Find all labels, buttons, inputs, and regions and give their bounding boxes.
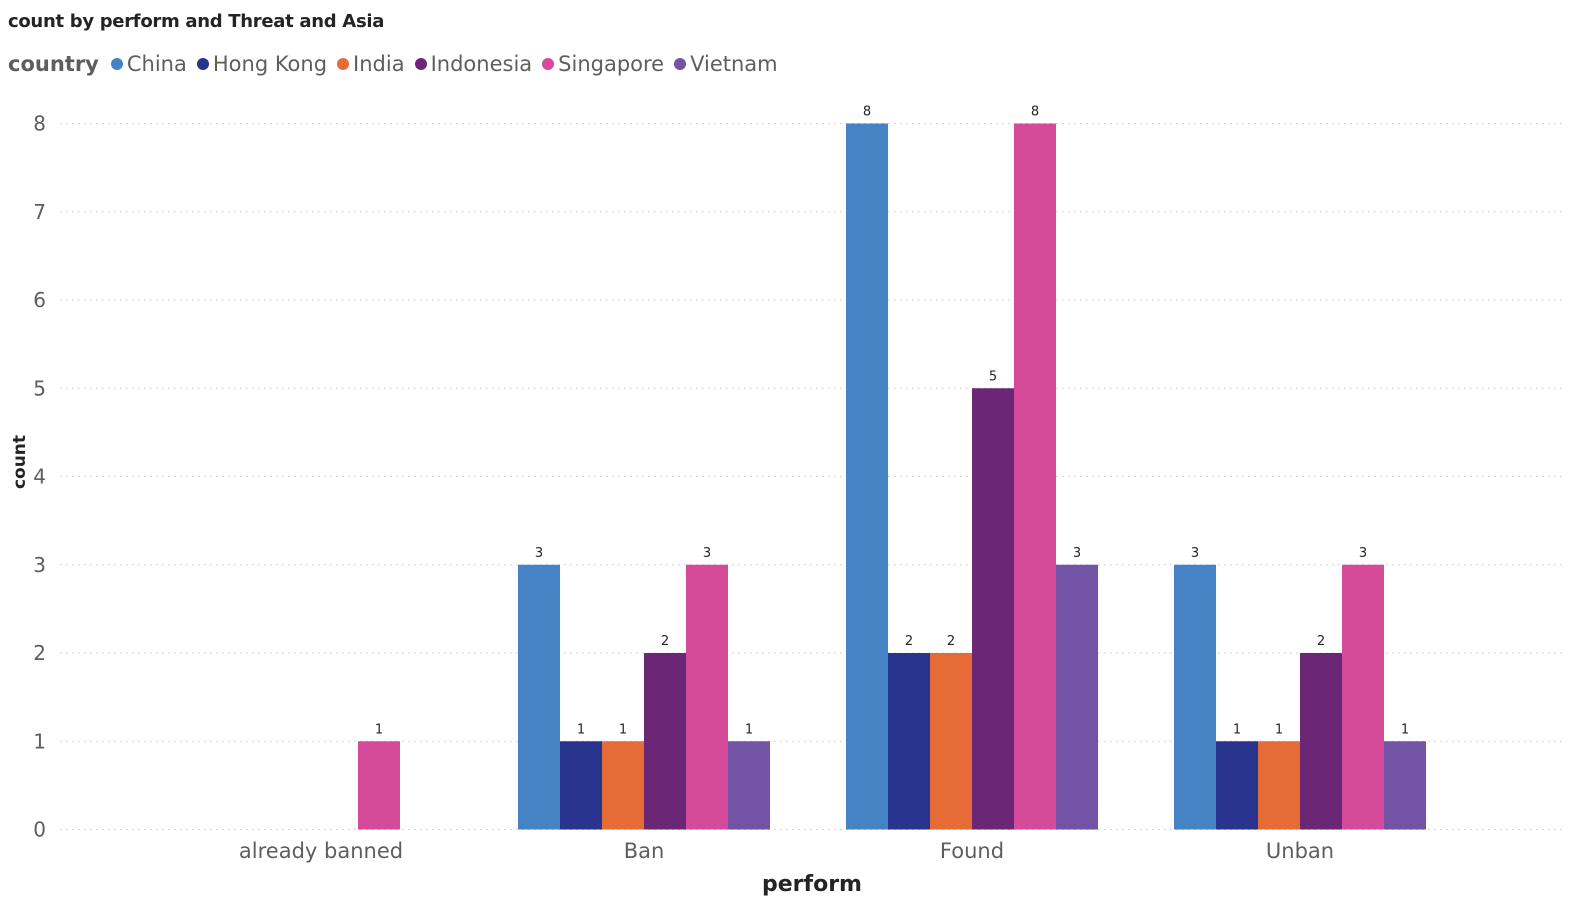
- legend-item-singapore[interactable]: Singapore: [542, 52, 664, 76]
- bar-ban-hong-kong[interactable]: [560, 741, 602, 830]
- bar-ban-singapore[interactable]: [686, 564, 728, 830]
- bar-found-china[interactable]: [846, 123, 888, 830]
- bar-found-india[interactable]: [930, 653, 972, 830]
- bar-ban-indonesia[interactable]: [644, 653, 686, 830]
- y-axis-title: count: [10, 435, 30, 489]
- data-label: 1: [375, 722, 383, 737]
- data-label: 3: [535, 546, 543, 561]
- data-label: 2: [947, 634, 955, 649]
- bar-unban-indonesia[interactable]: [1300, 653, 1342, 830]
- bar-ban-vietnam[interactable]: [728, 741, 770, 830]
- legend-swatch-vietnam: [674, 58, 687, 70]
- legend: country China Hong Kong India Indonesia Sing…: [8, 50, 788, 78]
- x-axis: already banned Ban Found Unban: [239, 839, 1334, 863]
- data-label: 1: [619, 722, 627, 737]
- legend-title: country: [8, 52, 99, 76]
- data-labels: 1 3 1 1 2 3 1 8 2 2 5 8 3 3 1 1 2 3 1: [375, 105, 1409, 738]
- legend-swatch-hong-kong: [196, 58, 209, 70]
- data-label: 8: [1031, 105, 1039, 120]
- bar-already-banned-singapore[interactable]: [358, 741, 400, 830]
- y-tick-label: 7: [33, 200, 46, 224]
- data-label: 5: [989, 369, 997, 384]
- legend-label-vietnam: Vietnam: [690, 52, 778, 76]
- legend-swatch-indonesia: [414, 58, 427, 70]
- x-tick-label-unban: Unban: [1266, 839, 1334, 863]
- bar-unban-hong-kong[interactable]: [1216, 741, 1258, 830]
- y-tick-label: 3: [33, 553, 46, 577]
- y-tick-label: 2: [33, 641, 46, 665]
- x-tick-label-found: Found: [940, 839, 1004, 863]
- data-label: 1: [745, 722, 753, 737]
- bars: [358, 123, 1426, 830]
- x-tick-label-ban: Ban: [624, 839, 665, 863]
- data-label: 3: [1191, 546, 1199, 561]
- legend-swatch-china: [110, 58, 123, 70]
- legend-item-china[interactable]: China: [110, 52, 187, 76]
- data-label: 2: [905, 634, 913, 649]
- data-label: 3: [1359, 546, 1367, 561]
- y-tick-label: 8: [33, 112, 46, 136]
- legend-swatch-india: [337, 58, 350, 70]
- data-label: 2: [661, 634, 669, 649]
- bar-unban-vietnam[interactable]: [1384, 741, 1426, 830]
- legend-item-india[interactable]: India: [337, 52, 405, 76]
- chart-title: count by perform and Threat and Asia: [8, 11, 385, 32]
- bar-unban-india[interactable]: [1258, 741, 1300, 830]
- y-tick-label: 6: [33, 288, 46, 312]
- y-tick-label: 4: [33, 465, 46, 489]
- legend-label-singapore: Singapore: [558, 52, 665, 76]
- bar-unban-singapore[interactable]: [1342, 564, 1384, 830]
- data-label: 1: [577, 722, 585, 737]
- legend-label-indonesia: Indonesia: [430, 52, 533, 76]
- data-label: 2: [1317, 634, 1325, 649]
- legend-label-china: China: [126, 52, 187, 76]
- y-axis: 0 1 2 3 4 5 6 7 8: [33, 112, 46, 842]
- legend-label-hong-kong: Hong Kong: [212, 52, 328, 76]
- y-tick-label: 0: [33, 818, 46, 842]
- bar-unban-china[interactable]: [1174, 564, 1216, 830]
- y-tick-label: 5: [33, 376, 46, 400]
- bar-found-indonesia[interactable]: [972, 388, 1014, 830]
- data-label: 1: [1401, 722, 1409, 737]
- data-label: 3: [1073, 546, 1081, 561]
- legend-item-indonesia[interactable]: Indonesia: [414, 52, 533, 76]
- legend-swatch-singapore: [542, 58, 555, 70]
- bar-ban-china[interactable]: [518, 564, 560, 830]
- bar-found-vietnam[interactable]: [1056, 564, 1098, 830]
- bar-found-singapore[interactable]: [1014, 123, 1056, 830]
- y-tick-label: 1: [33, 729, 46, 753]
- x-axis-title: perform: [762, 872, 862, 897]
- data-label: 8: [863, 105, 871, 120]
- legend-label-india: India: [353, 52, 405, 76]
- data-label: 1: [1233, 722, 1241, 737]
- data-label: 1: [1275, 722, 1283, 737]
- bar-found-hong-kong[interactable]: [888, 653, 930, 830]
- data-label: 3: [703, 546, 711, 561]
- legend-item-hong-kong[interactable]: Hong Kong: [196, 52, 328, 76]
- bar-ban-india[interactable]: [602, 741, 644, 830]
- legend-item-vietnam[interactable]: Vietnam: [674, 52, 778, 76]
- x-tick-label-already-banned: already banned: [239, 839, 403, 863]
